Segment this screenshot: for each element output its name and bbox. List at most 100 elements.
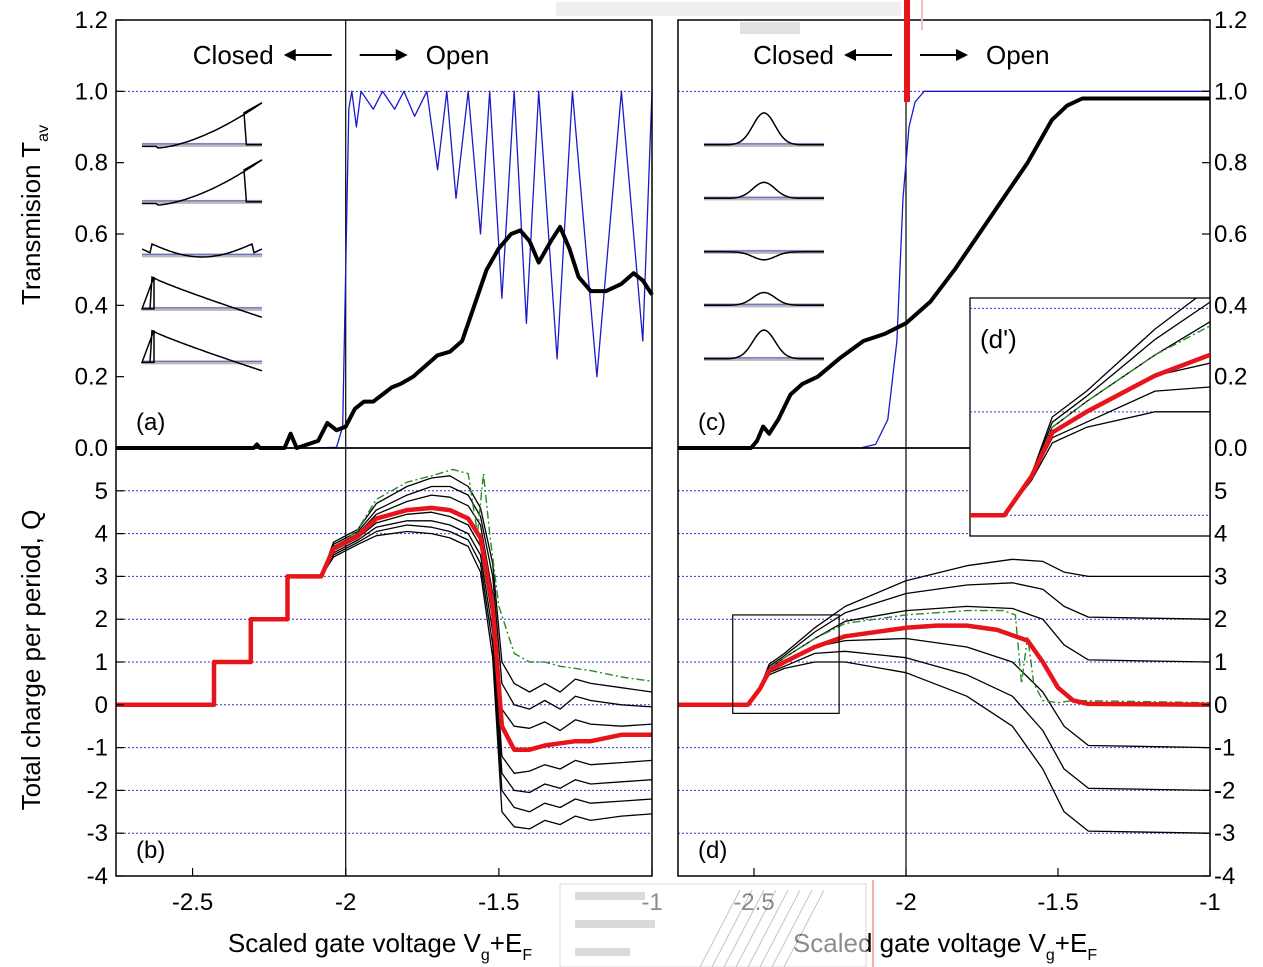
series-9 [116, 505, 652, 752]
ytick-label-6: 1 [1214, 649, 1227, 676]
inset-series-8 [970, 352, 1210, 518]
panel-label: (d) [698, 837, 727, 864]
xtick-label-4: -1 [1199, 889, 1220, 916]
series-1 [116, 475, 653, 706]
open-arrow-head [956, 49, 968, 61]
ytick-label-8: 3 [1214, 563, 1227, 590]
xtick-label-3: -1.5 [1037, 889, 1078, 916]
inset-curve [141, 242, 263, 258]
ytick-label-6: 1.0 [1214, 78, 1247, 105]
ytick-label-4: -1 [87, 735, 108, 762]
xtick-label-1: -2.5 [172, 889, 213, 916]
ytick-label-6: 1.0 [75, 78, 108, 105]
inset-label: (d') [980, 324, 1017, 354]
ytick-label-10: 5 [1214, 478, 1227, 505]
ytick-label-1: -4 [87, 863, 108, 890]
inset-frame [969, 297, 1211, 537]
wavefunction-inset-1 [704, 112, 824, 147]
wavefunction-inset-5 [704, 329, 824, 361]
open-arrow-head [395, 49, 408, 61]
panel-label: (c) [698, 409, 726, 436]
ytick-label-5: 0.8 [75, 150, 108, 177]
ytick-label-3: -2 [1214, 777, 1235, 804]
xtick-label-3: -1.5 [478, 889, 519, 916]
series-2 [678, 96, 1210, 450]
zoom-box [732, 614, 840, 714]
ytick-label-3: 0.4 [1214, 292, 1247, 319]
series-1 [678, 90, 1210, 449]
open-label: Open [426, 40, 490, 70]
ytick-label-9: 4 [1214, 521, 1227, 548]
series-4 [116, 511, 653, 774]
series-1 [678, 558, 1210, 706]
ytick-label-7: 2 [1214, 606, 1227, 633]
inset-curve [142, 159, 263, 206]
ytick-label-3: 0.4 [75, 292, 108, 319]
open-label: Open [986, 40, 1050, 70]
xtick-label-2: -2 [335, 889, 356, 916]
closed-label: Closed [193, 40, 274, 70]
inset-curve [140, 329, 263, 372]
series-5 [678, 650, 1211, 792]
ytick-label-4: -1 [1214, 735, 1235, 762]
ytick-label-2: -3 [87, 820, 108, 847]
ytick-label-9: 4 [95, 521, 108, 548]
closed-label: Closed [753, 40, 834, 70]
closed-arrow-head [844, 49, 856, 61]
wavefunction-inset-4 [140, 276, 263, 319]
series-2 [116, 485, 653, 710]
wavefunction-inset-2 [142, 159, 263, 206]
inset-d-prime: (d') [969, 297, 1211, 537]
series-2 [116, 224, 654, 450]
inset-content [970, 298, 1210, 518]
ytick-label-2: 0.2 [1214, 364, 1247, 391]
faded-overlay-axis-top [556, 2, 901, 34]
panel-label: (b) [136, 837, 165, 864]
inset-curve [140, 276, 263, 319]
panel-label: (a) [136, 409, 165, 436]
wavefunction-inset-4 [704, 291, 824, 308]
ytick-label-5: 0 [95, 692, 108, 719]
ytick-label-1: 0.0 [75, 435, 108, 462]
wavefunction-inset-2 [704, 181, 824, 201]
ytick-label-5: 0 [1214, 692, 1227, 719]
ytick-label-2: -3 [1214, 820, 1235, 847]
ytick-label-1: -4 [1214, 863, 1235, 890]
wavefunction-inset-1 [142, 102, 263, 149]
inset-curve [142, 102, 263, 149]
ytick-label-3: -2 [87, 777, 108, 804]
plot-frame [115, 19, 653, 449]
ytick-label-4: 0.6 [1214, 221, 1247, 248]
ytick-label-1: 0.0 [1214, 435, 1247, 462]
series-8 [678, 623, 1211, 708]
inset-curve [704, 251, 824, 261]
ylabel-charge: Total charge per period, Q [16, 510, 46, 811]
series-1 [116, 90, 653, 449]
ytick-label-7: 1.2 [75, 7, 108, 34]
ytick-label-6: 1 [95, 649, 108, 676]
wavefunction-inset-3 [704, 249, 824, 261]
series-5 [116, 520, 653, 794]
ytick-label-7: 1.2 [1214, 7, 1247, 34]
red-overlay-bar [904, 0, 910, 102]
inset-curve [704, 329, 824, 360]
series-8 [116, 468, 653, 706]
ylabel-transmission: Transmision Tav [16, 125, 52, 305]
wavefunction-inset-5 [140, 329, 263, 372]
inset-curve [704, 181, 824, 200]
wavefunction-inset-3 [141, 242, 263, 258]
ytick-label-10: 5 [95, 478, 108, 505]
panel-a: 0.0 0.2 0.4 0.6 0.8 1.0 1.2 (a) Closed Open [75, 7, 654, 462]
inset-curve [704, 291, 824, 307]
ytick-label-5: 0.8 [1214, 150, 1247, 177]
faded-overlay-image [559, 883, 867, 967]
xtick-label-2: -2 [895, 889, 916, 916]
ytick-label-2: 0.2 [75, 364, 108, 391]
inset-curve [704, 112, 824, 146]
closed-arrow-head [283, 49, 296, 61]
panel-c: 0.0 0.2 0.4 0.6 0.8 1.0 1.2 (c) Closed Open [677, 7, 1247, 462]
xlabel-left: Scaled gate voltage Vg+EF [228, 928, 532, 964]
